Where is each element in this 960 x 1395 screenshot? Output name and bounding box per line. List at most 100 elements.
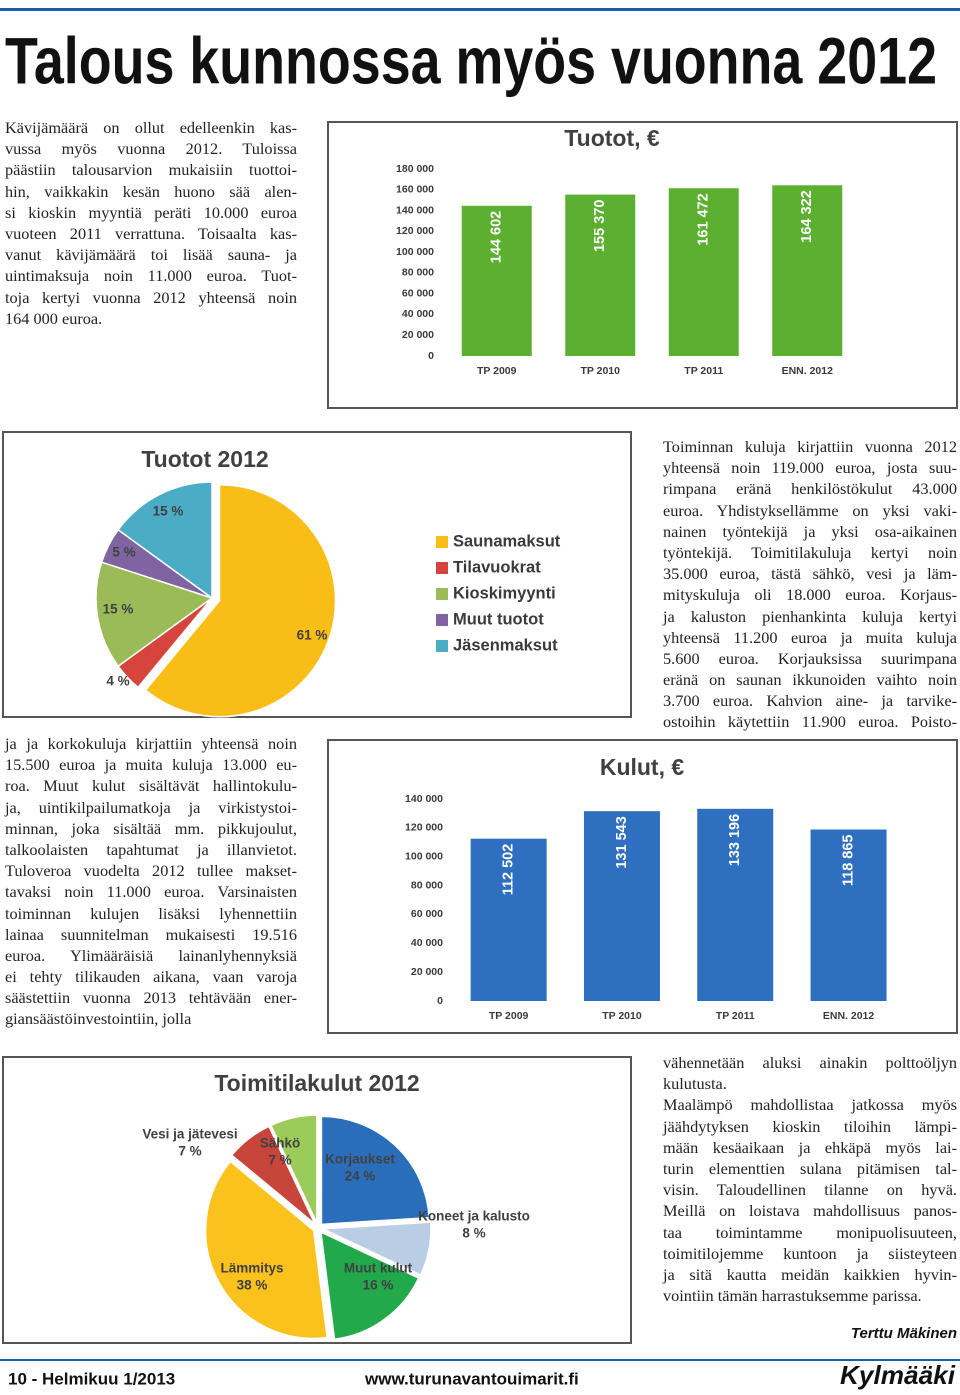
text-column: vähennetään aluksi ainakin polttoöljyn ku… (663, 1052, 957, 1306)
value-label: 112 502 (500, 844, 516, 896)
slice-name: Koneet ja kalusto (418, 1209, 530, 1224)
text-span: mityskuluja oli 18.000 euroa. Korjaus- (663, 585, 957, 605)
x-tick-label: TP 2010 (602, 1010, 642, 1022)
pie-slice (269, 1114, 318, 1224)
y-tick-label: 120 000 (396, 225, 434, 237)
text-span: turin elementtien sulana pitämisen tal- (663, 1158, 957, 1178)
pie-slice (230, 1125, 316, 1225)
text-span: päästiin talousarvion mukaisiin tuottoi- (5, 160, 297, 180)
y-tick-label: 40 000 (411, 937, 443, 949)
bar (565, 194, 636, 356)
text-line: si kioskin myyntiä peräti 10.000 euroa (5, 202, 297, 223)
text-span: giansäästöinvestointiin, jolla (5, 1009, 192, 1029)
text-line: roa. Muut kulut sisältävät hallintokulu- (5, 775, 297, 796)
text-line: Meillä on loistava mahdollisuus panos- (663, 1200, 957, 1221)
pie-slice (117, 481, 213, 600)
text-line: yhteensä 11.200 euroa ja muita kuluja (663, 627, 957, 648)
footer-rule (0, 1359, 960, 1361)
bar (810, 829, 887, 1001)
pie-slice (144, 483, 337, 718)
text-line: ei tehty tilikauden aikana, vaan varoja (5, 966, 297, 987)
chart-title: Toimitilakulut 2012 (214, 1070, 419, 1096)
text-line: vähennetään aluksi ainakin polttoöljyn (663, 1052, 957, 1073)
text-span: säästettiin vuonna 2013 tehtävään ener- (5, 988, 297, 1008)
text-line: vanut kävijämäärä toi lisää sauna- ja (5, 244, 297, 265)
y-tick-label: 80 000 (402, 267, 434, 279)
legend-swatch (436, 614, 448, 626)
y-tick-label: 20 000 (402, 329, 434, 341)
text-line: talkoolaisten tapahtumat ja illanvietot. (5, 839, 297, 860)
legend-label: Saunamaksut (453, 532, 561, 550)
chart-title: Tuotot 2012 (141, 446, 268, 472)
text-span: Kävijämäärä on ollut edelleenkin kas- (5, 118, 297, 137)
text-span: Toiminnan kuluja kirjattiin vuonna 2012 (663, 437, 957, 456)
pie-slice (322, 1221, 432, 1276)
y-tick-label: 60 000 (402, 287, 434, 299)
bar (668, 188, 739, 356)
text-line: mään kesäaikaan ja ehkäpä myös lai- (663, 1137, 957, 1158)
x-tick-label: TP 2010 (580, 365, 620, 377)
legend-swatch (436, 536, 448, 548)
text-line: jäähdytyksen kioskin tiloihin lämpi- (663, 1116, 957, 1137)
y-tick-label: 140 000 (405, 793, 443, 805)
text-line: 15.500 euroa ja muita kuluja 13.000 eu- (5, 754, 297, 775)
text-line: visin. Taloudellinen tilanne on hyvä. (663, 1179, 957, 1200)
top-rule (0, 8, 960, 11)
slice-name: Korjaukset (325, 1152, 395, 1167)
text-line: 5.600 euroa. Korjauksissa suurimpana (663, 648, 957, 669)
text-line: toimitilojemme kuntoon ja siisteyteen (663, 1243, 957, 1264)
chart-title: Kulut, € (600, 754, 685, 780)
y-tick-label: 160 000 (396, 184, 434, 196)
text-span: työntekijä. Toimitilakuluja kertyi noin (663, 542, 957, 562)
text-line: toiminnan kulujen lisäksi lyhennettiin (5, 903, 297, 924)
text-line: minnan, joka sisältää mm. pikkujoulut, (5, 818, 297, 839)
text-line: rimpana eränä henkilöstökulut 43.000 (663, 478, 957, 499)
slice-label: 4 % (106, 674, 129, 689)
x-tick-label: ENN. 2012 (823, 1010, 875, 1022)
text-span: visin. Taloudellinen tilanne on hyvä. (663, 1180, 957, 1200)
text-line: euroa. Ylimääräisiä lainanlyhennyksiä (5, 945, 297, 966)
text-span: mään kesäaikaan ja ehkäpä myös lai- (663, 1137, 957, 1157)
text-line: vuoteen 2011 verrattuna. Toisaalta kas- (5, 223, 297, 244)
text-line: uintimaksuja noin 11.000 euroa. Tuot- (5, 265, 297, 286)
text-line: 164 000 euroa. (5, 308, 297, 329)
text-span: ja kaluston pienhankinta kuluja kertyi (663, 606, 957, 626)
text-line: Kävijämäärä on ollut edelleenkin kas- (5, 117, 297, 138)
text-span: ja sitä kautta meidän kaikkien hyvin- (663, 1264, 957, 1284)
bar (470, 838, 547, 1001)
text-span: vointiin tämän harrastuksemme parissa. (663, 1286, 922, 1306)
byline: Terttu Mäkinen (851, 1325, 957, 1342)
y-tick-label: 20 000 (411, 966, 443, 978)
value-label: 131 543 (614, 816, 630, 868)
y-tick-label: 0 (428, 350, 434, 362)
footer-logo: Kylmääki (840, 1360, 956, 1390)
slice-label: 5 % (112, 545, 135, 560)
text-span: ja ja korkokuluja kirjattiin yhteensä no… (5, 734, 297, 753)
y-tick-label: 40 000 (402, 308, 434, 320)
footer-page: 10 - Helmikuu 1/2013 (8, 1369, 175, 1388)
legend-swatch (436, 588, 448, 600)
text-line: yhteensä noin 119.000 euroa, josta suu- (663, 457, 957, 478)
text-span: 35.000 euroa, tästä sähkö, vesi ja läm- (663, 564, 957, 584)
text-span: minnan, joka sisältää mm. pikkujoulut, (5, 818, 297, 838)
text-column: ja ja korkokuluja kirjattiin yhteensä no… (5, 733, 297, 1030)
bar (772, 185, 843, 356)
bar (461, 205, 532, 356)
text-line: lainaa suunnitelman mukaisesti 19.516 (5, 924, 297, 945)
footer-url: www.turunavantouimarit.fi (364, 1369, 579, 1388)
legend-swatch (436, 640, 448, 652)
x-tick-label: TP 2009 (477, 365, 517, 377)
text-span: Maalämpö mahdollistaa jatkossa myös (663, 1095, 957, 1115)
text-line: toja kertyi vuonna 2012 yhteensä noin (5, 287, 297, 308)
text-line: taa toimintamme monipuolisuuteen, (663, 1222, 957, 1243)
text-column: Toiminnan kuluja kirjattiin vuonna 2012 y… (663, 436, 957, 733)
text-line: vussa myös vuonna 2012. Tuloissa (5, 138, 297, 159)
legend-swatch (436, 562, 448, 574)
text-line: nainen työntekijä ja yksi osa-aikainen (663, 521, 957, 542)
text-line: euroa. Yhdistyksellämme on yksi vaki- (663, 500, 957, 521)
text-span: hin, vaikkakin kesän huono sää alen- (5, 181, 297, 201)
legend-label: Tilavuokrat (453, 558, 541, 576)
text-span: 15.500 euroa ja muita kuluja 13.000 eu- (5, 755, 297, 775)
text-span: si kioskin myyntiä peräti 10.000 euroa (5, 202, 297, 222)
